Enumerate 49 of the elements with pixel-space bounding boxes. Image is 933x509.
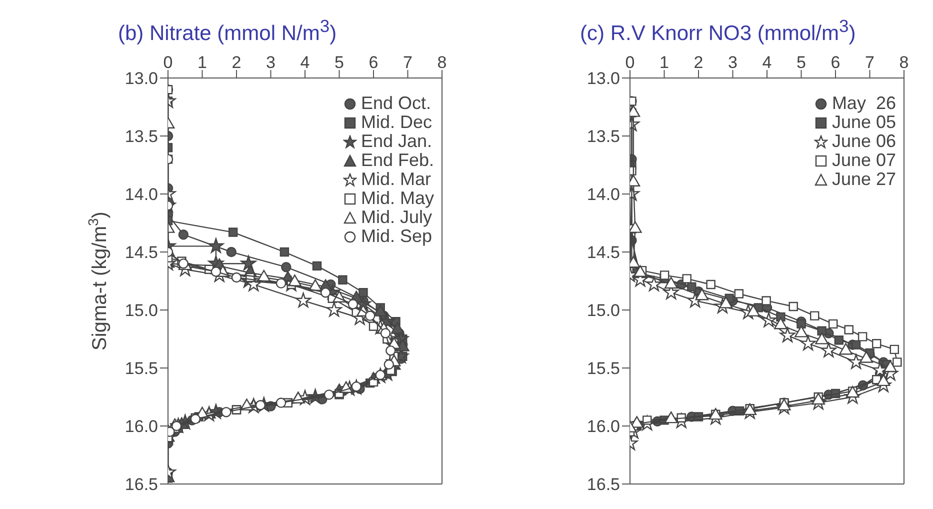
- y-tick-label: 14.0: [586, 185, 620, 204]
- x-tick-label: 8: [437, 53, 447, 72]
- legend-label: June 06: [832, 131, 896, 151]
- y-tick-label: 14.5: [586, 243, 620, 262]
- legend-label: Mid. Dec: [360, 112, 432, 132]
- x-tick-label: 0: [625, 53, 635, 72]
- x-tick-label: 5: [334, 53, 344, 72]
- y-tick-label: 16.0: [124, 417, 158, 436]
- y-tick-label: 13.5: [586, 127, 620, 146]
- y-tick-label: 13.5: [124, 127, 158, 146]
- y-tick-label: 14.5: [124, 243, 158, 262]
- x-tick-label: 0: [163, 53, 173, 72]
- legend-label: Mid. Mar: [360, 169, 431, 189]
- y-tick-label: 16.0: [586, 417, 620, 436]
- chart-title: (b) Nitrate (mmol N/m$^{3}$): [117, 15, 338, 45]
- legend-label: End Oct.: [360, 93, 431, 113]
- legend-label: End Jan.: [360, 131, 432, 151]
- y-tick-label: 16.5: [124, 475, 158, 494]
- legend-label: May 26: [832, 93, 896, 113]
- x-tick-label: 1: [198, 53, 207, 72]
- x-tick-label: 2: [232, 53, 242, 72]
- y-tick-label: 16.5: [586, 475, 620, 494]
- legend-label: June 07: [832, 150, 896, 170]
- x-tick-label: 8: [899, 53, 909, 72]
- x-tick-label: 3: [728, 53, 738, 72]
- x-tick-label: 7: [865, 53, 874, 72]
- x-tick-label: 5: [796, 53, 806, 72]
- y-tick-label: 15.5: [586, 359, 620, 378]
- legend-label: Mid. May: [360, 188, 434, 208]
- legend-label: Mid. July: [360, 207, 432, 227]
- x-tick-label: 4: [300, 53, 310, 72]
- x-tick-label: 6: [830, 53, 840, 72]
- y-tick-label: 13.0: [124, 69, 158, 88]
- x-tick-label: 6: [368, 53, 378, 72]
- y-tick-label: 15.5: [124, 359, 158, 378]
- y-tick-label: 15.0: [124, 301, 158, 320]
- x-tick-label: 7: [403, 53, 412, 72]
- x-tick-label: 1: [660, 53, 669, 72]
- y-tick-label: 15.0: [586, 301, 620, 320]
- legend-label: Mid. Sep: [360, 226, 432, 246]
- y-tick-label: 14.0: [124, 185, 158, 204]
- y-tick-label: 13.0: [586, 69, 620, 88]
- x-tick-label: 3: [266, 53, 276, 72]
- x-tick-label: 2: [694, 53, 704, 72]
- legend-label: End Feb.: [360, 150, 434, 170]
- legend-label: June 05: [832, 112, 896, 132]
- chart-title: (c) R.V Knorr NO3 (mmol/m$^{3}$): [579, 15, 857, 45]
- legend-label: June 27: [832, 169, 896, 189]
- x-tick-label: 4: [762, 53, 772, 72]
